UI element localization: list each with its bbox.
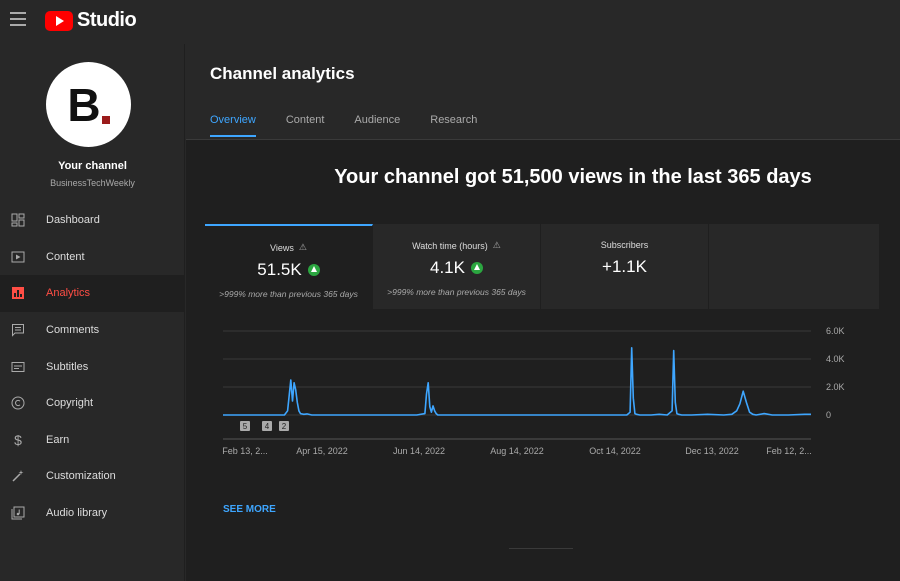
tab-bar: Overview Content Audience Research: [210, 114, 507, 137]
divider: [509, 548, 573, 549]
metric-comparison: >999% more than previous 365 days: [387, 287, 526, 297]
sidebar-item-subtitles[interactable]: Subtitles: [0, 348, 185, 385]
sidebar-item-content[interactable]: Content: [0, 239, 185, 276]
sidebar: B Your channel BusinessTechWeekly Dashbo…: [0, 44, 185, 581]
metric-title-text: Subscribers: [600, 240, 649, 250]
arrow-up-icon: [470, 262, 483, 274]
y-tick-label: 6.0K: [826, 326, 845, 336]
metric-title: Watch time (hours) ⚠: [373, 240, 540, 251]
sidebar-item-label: Content: [46, 250, 85, 263]
see-more-button[interactable]: SEE MORE: [223, 504, 276, 515]
metric-tabs: Views ⚠ 51.5K >999% more than previous 36…: [205, 224, 709, 309]
metric-subscribers[interactable]: Subscribers +1.1K: [541, 224, 709, 309]
dollar-icon: $: [14, 431, 22, 448]
x-tick-label: Jun 14, 2022: [393, 446, 445, 456]
copyright-icon: [11, 396, 25, 410]
metric-value-text: 4.1K: [430, 258, 465, 277]
metric-title: Views ⚠: [205, 242, 372, 253]
svg-text:2: 2: [282, 422, 287, 431]
metric-value: +1.1K: [541, 257, 708, 277]
y-tick-label: 2.0K: [826, 382, 845, 392]
tab-overview[interactable]: Overview: [210, 114, 256, 137]
warning-icon: ⚠: [492, 240, 501, 250]
arrow-up-icon: [307, 264, 320, 276]
metric-title: Subscribers: [541, 240, 708, 250]
x-tick-label: Oct 14, 2022: [589, 446, 641, 456]
chart-area: 6.0K 4.0K 2.0K 0 Feb 13, 2... Apr 15, 2022 Jun…: [205, 309, 879, 531]
x-tick-label: Feb 13, 2...: [222, 446, 268, 456]
content-icon: [11, 250, 25, 264]
analytics-card: Views ⚠ 51.5K >999% more than previous 36…: [205, 224, 879, 531]
metric-views[interactable]: Views ⚠ 51.5K >999% more than previous 36…: [205, 224, 373, 309]
comments-icon: [11, 323, 25, 337]
youtube-play-icon: [45, 10, 73, 31]
video-marker[interactable]: 5: [240, 421, 250, 431]
metric-value-text: 51.5K: [257, 260, 302, 279]
magic-wand-icon: [11, 469, 25, 483]
sidebar-item-analytics[interactable]: Analytics: [0, 275, 185, 312]
avatar-dot: [101, 115, 110, 124]
x-tick-label: Dec 13, 2022: [685, 446, 739, 456]
your-channel-label: Your channel: [58, 160, 127, 172]
avatar[interactable]: B: [46, 62, 131, 147]
sidebar-item-dashboard[interactable]: Dashboard: [0, 202, 185, 239]
sidebar-item-label: Copyright: [46, 397, 94, 410]
x-tick-label: Feb 12, 2...: [766, 446, 812, 456]
page-header: Channel analytics Overview Content Audie…: [186, 44, 900, 140]
warning-icon: ⚠: [298, 242, 307, 252]
avatar-letter: B: [67, 78, 101, 131]
sidebar-item-label: Dashboard: [46, 214, 100, 227]
menu-icon[interactable]: [10, 12, 26, 26]
sidebar-item-label: Customization: [46, 470, 116, 483]
sidebar-item-label: Comments: [46, 324, 100, 337]
studio-logo[interactable]: Studio: [45, 9, 137, 32]
headline: Your channel got 51,500 views in the las…: [334, 166, 812, 188]
metric-watch-time[interactable]: Watch time (hours) ⚠ 4.1K >999% more than…: [373, 224, 541, 309]
metric-value-text: +1.1K: [602, 257, 647, 276]
sidebar-item-label: Analytics: [46, 287, 91, 300]
metric-title-text: Views: [270, 242, 294, 253]
svg-text:4: 4: [265, 422, 270, 431]
dashboard-icon: [11, 213, 25, 227]
metric-value: 4.1K: [373, 258, 540, 278]
video-marker[interactable]: 2: [279, 421, 289, 431]
views-line-chart[interactable]: 6.0K 4.0K 2.0K 0 Feb 13, 2... Apr 15, 2022 Jun…: [205, 309, 879, 494]
sidebar-item-label: Earn: [46, 433, 70, 446]
y-tick-label: 0: [826, 410, 831, 420]
sidebar-item-customization[interactable]: Customization: [0, 458, 185, 495]
video-marker[interactable]: 4: [262, 421, 272, 431]
audio-library-icon: [11, 506, 25, 520]
y-tick-label: 4.0K: [826, 354, 845, 364]
tab-audience[interactable]: Audience: [354, 114, 401, 126]
sidebar-item-audio-library[interactable]: Audio library: [0, 495, 185, 532]
sidebar-nav: Dashboard Content Analytics Comments Sub…: [0, 202, 185, 531]
tab-content[interactable]: Content: [285, 114, 325, 126]
metric-title-text: Watch time (hours): [412, 240, 488, 251]
sidebar-item-copyright[interactable]: Copyright: [0, 385, 185, 422]
sidebar-item-comments[interactable]: Comments: [0, 312, 185, 349]
metric-value: 51.5K: [205, 260, 372, 280]
sidebar-item-earn[interactable]: $ Earn: [0, 422, 185, 459]
page-title: Channel analytics: [210, 64, 355, 83]
sidebar-item-label: Audio library: [46, 507, 108, 520]
x-tick-label: Aug 14, 2022: [490, 446, 544, 456]
svg-text:5: 5: [243, 422, 248, 431]
main-content: Channel analytics Overview Content Audie…: [186, 44, 900, 581]
top-bar: Studio: [0, 0, 900, 40]
tab-research[interactable]: Research: [430, 114, 478, 126]
channel-name: BusinessTechWeekly: [50, 178, 135, 188]
logo-text: Studio: [77, 9, 137, 31]
subtitles-icon: [11, 360, 25, 374]
sidebar-item-label: Subtitles: [46, 360, 89, 373]
views-series-line: [223, 346, 811, 416]
x-tick-label: Apr 15, 2022: [296, 446, 348, 456]
metric-comparison: >999% more than previous 365 days: [219, 289, 358, 299]
analytics-icon: [11, 286, 25, 300]
